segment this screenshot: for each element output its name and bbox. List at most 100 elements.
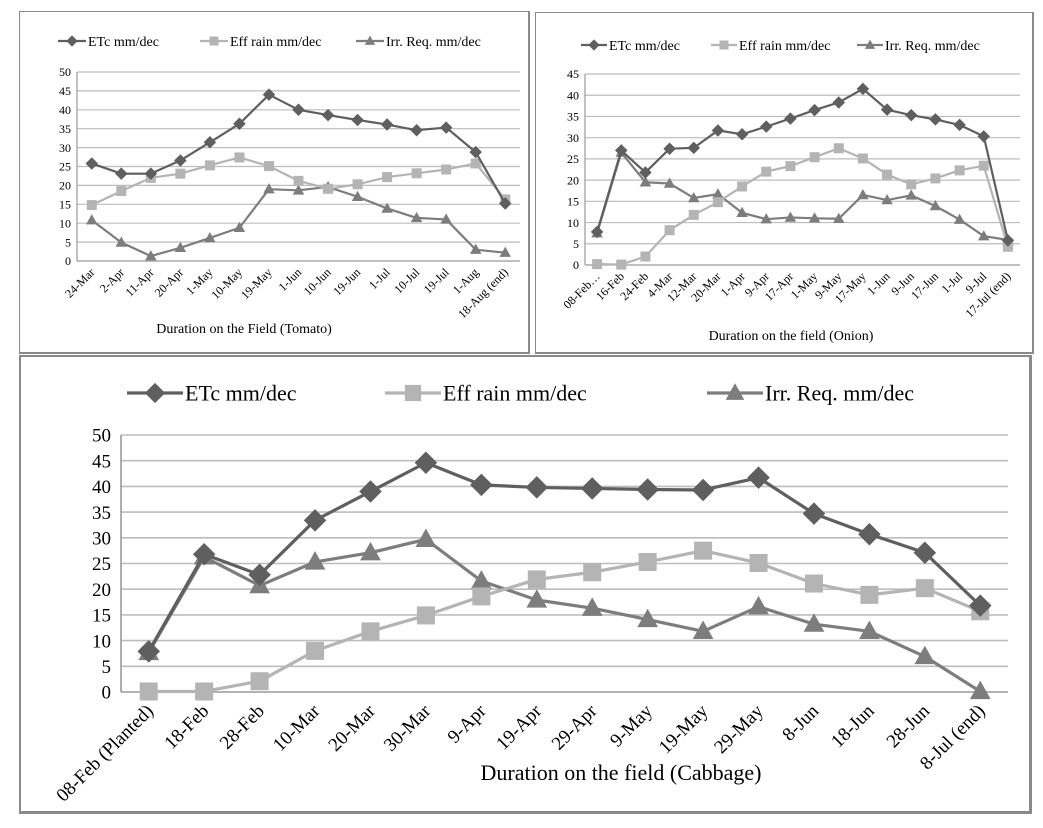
data-point-square	[361, 622, 380, 641]
data-point-square	[954, 165, 965, 176]
series-line	[148, 549, 981, 694]
y-tick-label: 5	[102, 657, 112, 678]
y-tick-label: 15	[59, 198, 71, 212]
data-point-triangle	[470, 570, 492, 589]
y-tick-label: 35	[567, 110, 579, 124]
x-axis-title: Duration on the Field (Tomato)	[156, 322, 332, 337]
y-tick-label: 40	[59, 103, 71, 117]
data-point-triangle	[174, 241, 187, 253]
data-point-square	[860, 585, 879, 604]
series-diamond-0	[590, 82, 1015, 247]
data-point-diamond	[174, 154, 187, 167]
series-line	[147, 537, 982, 693]
data-point-triangle	[692, 620, 714, 639]
y-tick-label: 20	[92, 580, 111, 601]
legend-item: ETc mm/dec	[581, 39, 680, 54]
x-tick-label: 20-Mar	[325, 700, 381, 756]
data-point-diamond	[192, 542, 216, 566]
data-point-triangle	[351, 190, 364, 201]
data-point-diamond	[85, 157, 99, 170]
x-tick-label: 8-Jun	[778, 700, 823, 745]
y-axis-ticks: 0 5 10 15 20 25 30 35 40 45	[567, 67, 579, 272]
legend-item: Irr. Req. mm/dec	[356, 35, 481, 50]
legend-marker-triangle	[725, 383, 745, 400]
y-tick-label: 30	[92, 528, 111, 549]
data-point-diamond	[747, 466, 770, 489]
data-point-diamond	[784, 112, 797, 125]
data-point-square	[809, 152, 820, 163]
data-point-diamond	[525, 476, 549, 499]
data-point-triangle	[712, 188, 724, 199]
x-tick-label: 24-Mar	[62, 265, 97, 300]
legend-marker-square	[404, 384, 422, 402]
data-point-diamond	[470, 473, 493, 497]
y-axis-ticks: 0 5 10 15 20 25 30 35 40 45 50	[59, 65, 71, 268]
y-tick-label: 0	[102, 683, 112, 704]
legend-item: ETc mm/dec	[127, 381, 297, 406]
y-tick-label: 15	[567, 195, 579, 209]
legend-marker-diamond	[588, 39, 600, 51]
x-tick-label: 18-Jun	[827, 700, 879, 752]
x-axis-ticks: 08-Feb…16-Feb24-Feb4-Mar12-Mar20-Mar1-Ap…	[560, 269, 1013, 321]
y-tick-label: 5	[573, 237, 579, 251]
data-point-square	[616, 259, 627, 270]
data-point-triangle	[857, 188, 869, 200]
data-point-triangle	[639, 176, 652, 187]
data-point-diamond	[808, 103, 821, 117]
x-tick-label: 29-May	[710, 700, 768, 758]
data-point-square	[527, 570, 546, 589]
data-point-square	[833, 143, 844, 154]
data-point-square	[640, 251, 651, 262]
data-point-diamond	[233, 117, 246, 131]
data-point-square	[86, 200, 97, 211]
data-point-square	[857, 153, 868, 164]
data-point-square	[737, 181, 748, 192]
data-point-triangle	[469, 243, 482, 254]
series-line	[597, 147, 1009, 266]
x-tick-label: 20-Apr	[152, 265, 186, 299]
x-tick-label: 1-Jun	[864, 269, 893, 298]
tomato-chart-panel: 0 5 10 15 20 25 30 35 40 45 50 24-Mar 2-Apr 11-Apr 20-…	[19, 11, 530, 354]
data-point-triangle	[881, 194, 893, 205]
y-tick-label: 40	[92, 477, 111, 498]
data-point-square	[688, 209, 699, 220]
x-tick-label: 19-Jul	[421, 265, 453, 297]
data-point-diamond	[580, 477, 604, 500]
data-point-diamond	[1001, 234, 1015, 247]
x-tick-label: 1-May	[788, 269, 821, 302]
legend-marker-diamond	[144, 382, 166, 404]
data-point-diamond	[615, 144, 628, 157]
y-tick-label: 20	[59, 179, 71, 193]
x-tick-label: 18-Feb	[160, 701, 213, 754]
legend: ETc mm/dec Eff rain mm/dec Irr. Req. mm/de…	[581, 39, 980, 54]
data-point-square	[470, 158, 481, 169]
data-point-triangle	[833, 212, 845, 223]
data-point-square	[250, 672, 269, 691]
data-point-square	[664, 225, 675, 236]
data-point-diamond	[498, 197, 512, 210]
data-point-triangle	[808, 212, 821, 223]
y-tick-label: 15	[92, 606, 111, 627]
y-tick-label: 25	[59, 160, 71, 174]
data-point-diamond	[856, 82, 870, 96]
cabbage-chart-panel: 0 5 10 15 20 25 30 35 40 45 50 08-Feb (Planted) 18-F…	[19, 355, 1032, 814]
data-point-triangle	[440, 213, 452, 224]
data-point-diamond	[351, 113, 364, 127]
data-point-square	[293, 175, 304, 186]
x-tick-label: 1-Jun	[275, 265, 304, 294]
data-point-square	[694, 541, 713, 560]
y-tick-label: 25	[92, 554, 111, 575]
legend-label: Eff rain mm/dec	[739, 39, 831, 54]
data-point-square	[234, 152, 245, 163]
y-tick-label: 35	[59, 122, 71, 136]
series-triangle-2	[591, 146, 1014, 245]
y-tick-label: 40	[567, 88, 579, 102]
data-point-triangle	[905, 189, 917, 200]
data-point-triangle	[304, 551, 326, 570]
data-point-square	[882, 169, 893, 180]
data-point-triangle	[748, 595, 769, 615]
x-tick-label: 19-Jun	[330, 265, 363, 298]
series-diamond-0	[85, 88, 512, 210]
onion-chart-panel: 0 5 10 15 20 25 30 35 40 45 08-Feb… 16-Feb 24-Feb 4-M…	[535, 12, 1034, 354]
y-tick-label: 0	[65, 254, 71, 268]
